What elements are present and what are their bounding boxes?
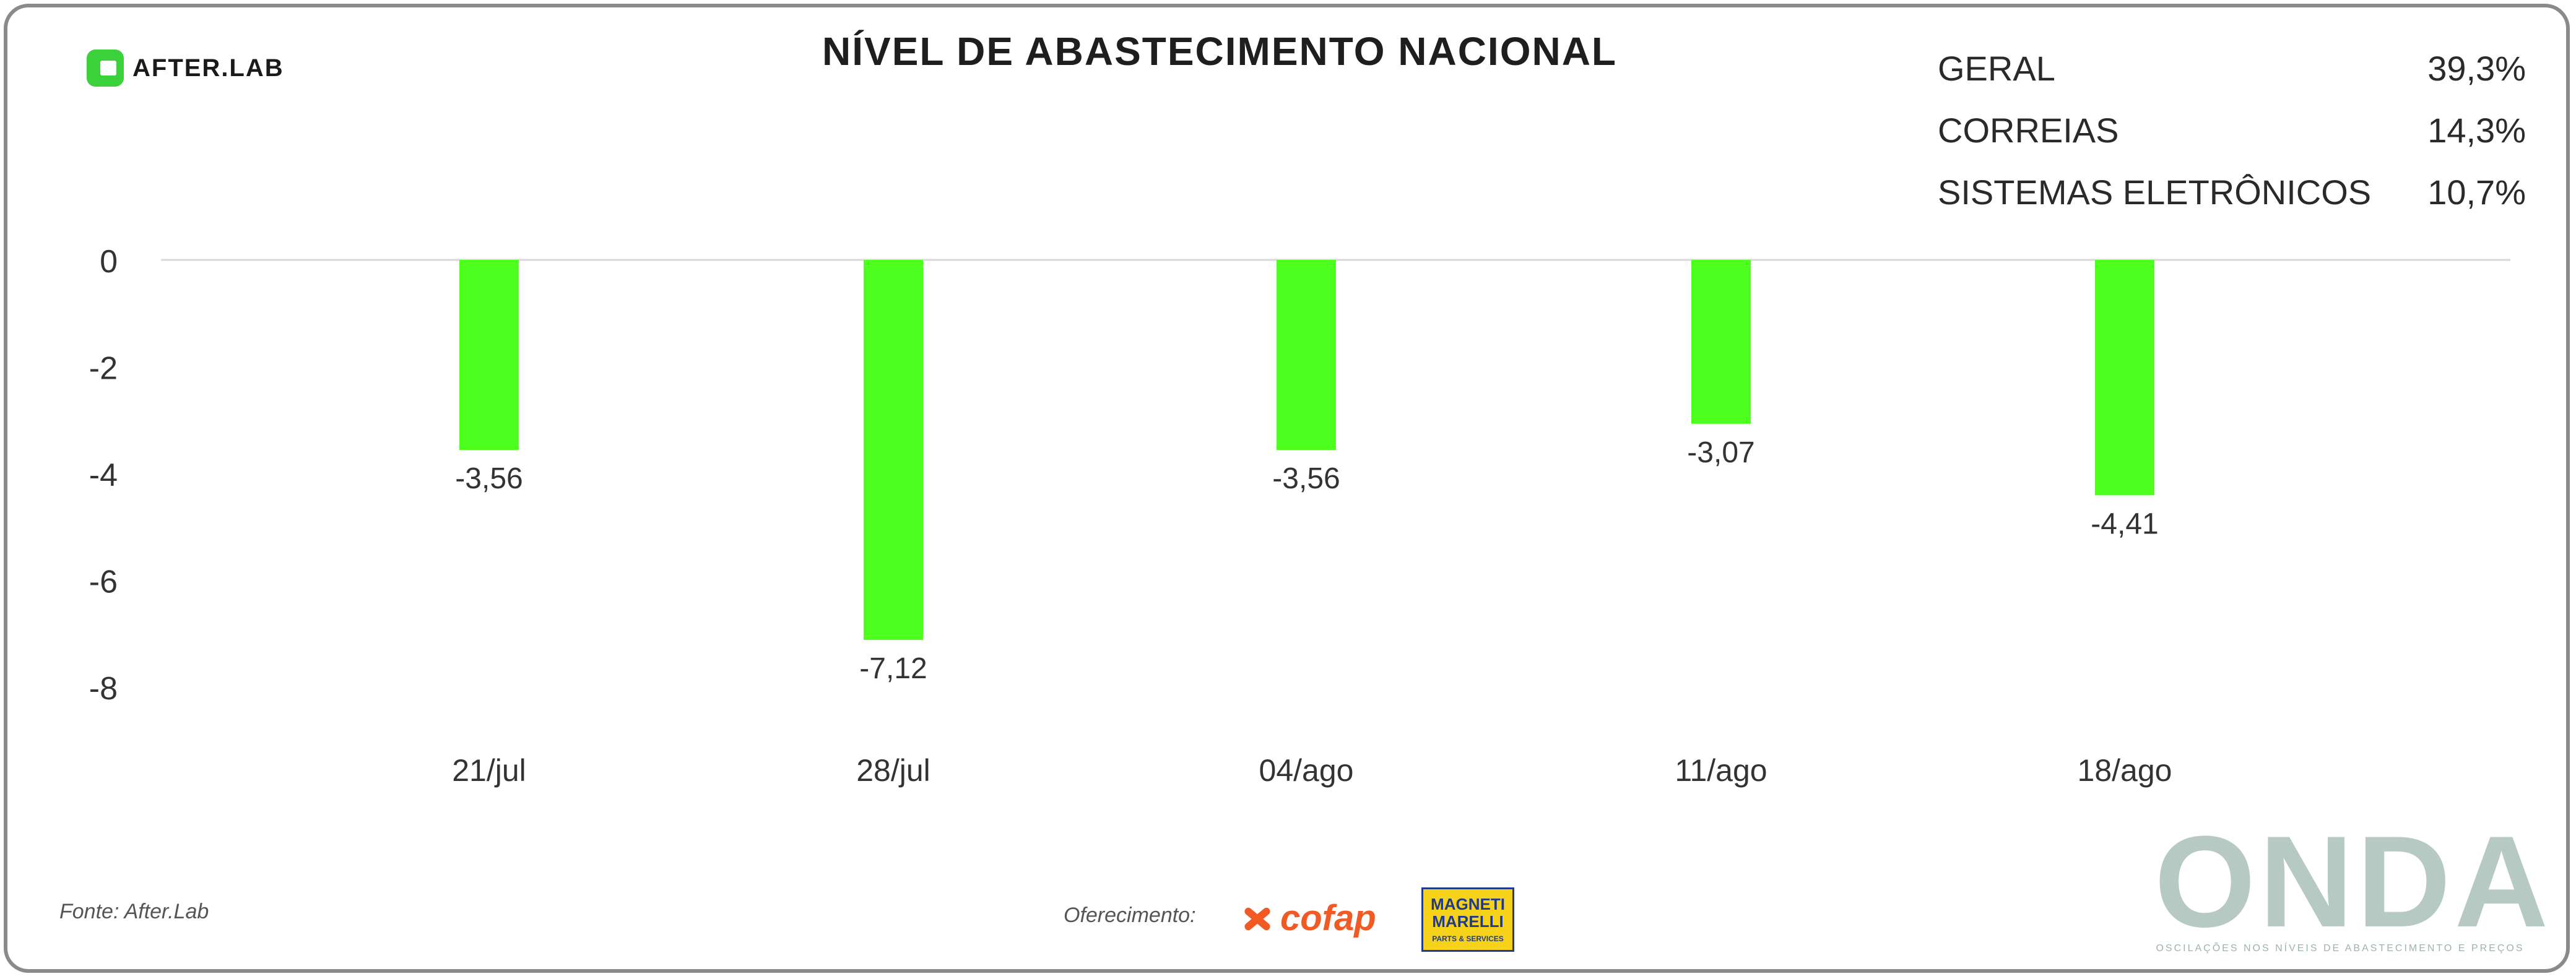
summary-value: 14,3%	[2427, 110, 2526, 150]
x-tick-label: 28/jul	[856, 753, 930, 788]
y-tick-label: -2	[89, 351, 118, 387]
cofap-logo: cofap	[1238, 896, 1376, 939]
summary-row-sistemas: SISTEMAS ELETRÔNICOS 10,7%	[1938, 161, 2526, 223]
x-tick-label: 04/ago	[1259, 753, 1354, 788]
bar-28/jul	[864, 260, 923, 640]
summary-label: GERAL	[1938, 48, 2055, 88]
summary-label: SISTEMAS ELETRÔNICOS	[1938, 172, 2372, 212]
y-tick-label: -8	[89, 671, 118, 707]
sponsor-label: Oferecimento:	[1064, 904, 1196, 927]
afterlab-logo-icon	[87, 50, 124, 87]
summary-panel: GERAL 39,3% CORREIAS 14,3% SISTEMAS ELET…	[1938, 37, 2526, 223]
bar-value-label: -3,56	[455, 462, 523, 495]
summary-label: CORREIAS	[1938, 110, 2119, 150]
y-tick-label: -6	[89, 564, 118, 600]
y-tick-label: -4	[89, 457, 118, 493]
afterlab-logo-text: AFTER.LAB	[132, 54, 284, 82]
source-note: Fonte: After.Lab	[59, 900, 209, 923]
cofap-x-icon	[1238, 900, 1275, 935]
x-tick-label: 18/ago	[2078, 753, 2172, 788]
bar-11/ago	[1691, 260, 1751, 424]
summary-row-geral: GERAL 39,3%	[1938, 37, 2526, 99]
magneti-marelli-logo: MAGNETI MARELLI PARTS & SERVICES	[1421, 887, 1514, 952]
bar-value-label: -3,56	[1272, 462, 1340, 495]
bar-value-label: -3,07	[1687, 436, 1754, 469]
onda-logo-text: ONDA	[2154, 809, 2552, 954]
bar-value-label: -7,12	[859, 652, 927, 685]
x-tick-label: 21/jul	[452, 753, 526, 788]
y-tick-label: 0	[100, 244, 118, 280]
marelli-logo-subtext: PARTS & SERVICES	[1432, 934, 1504, 943]
onda-logo: ONDA OSCILAÇÕES NOS NÍVEIS DE ABASTECIME…	[2154, 809, 2552, 954]
summary-value: 10,7%	[2427, 172, 2526, 212]
summary-value: 39,3%	[2427, 48, 2526, 88]
onda-logo-subtext: OSCILAÇÕES NOS NÍVEIS DE ABASTECIMENTO E…	[2156, 943, 2525, 954]
chart-title: NÍVEL DE ABASTECIMENTO NACIONAL	[822, 29, 1617, 74]
summary-row-correias: CORREIAS 14,3%	[1938, 99, 2526, 161]
marelli-logo-text: MAGNETI MARELLI	[1431, 895, 1505, 931]
bar-value-label: -4,41	[2091, 507, 2158, 540]
bar-21/jul	[459, 260, 519, 451]
x-tick-label: 11/ago	[1675, 753, 1767, 788]
bar-18/ago	[2095, 260, 2154, 496]
bar-04/ago	[1277, 260, 1336, 451]
cofap-logo-text: cofap	[1280, 897, 1376, 938]
afterlab-logo: AFTER.LAB	[87, 50, 284, 87]
